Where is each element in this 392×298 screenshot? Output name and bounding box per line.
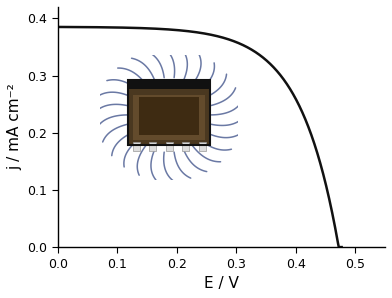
X-axis label: E / V: E / V [204,276,239,291]
Y-axis label: j / mA cm⁻²: j / mA cm⁻² [7,84,22,170]
